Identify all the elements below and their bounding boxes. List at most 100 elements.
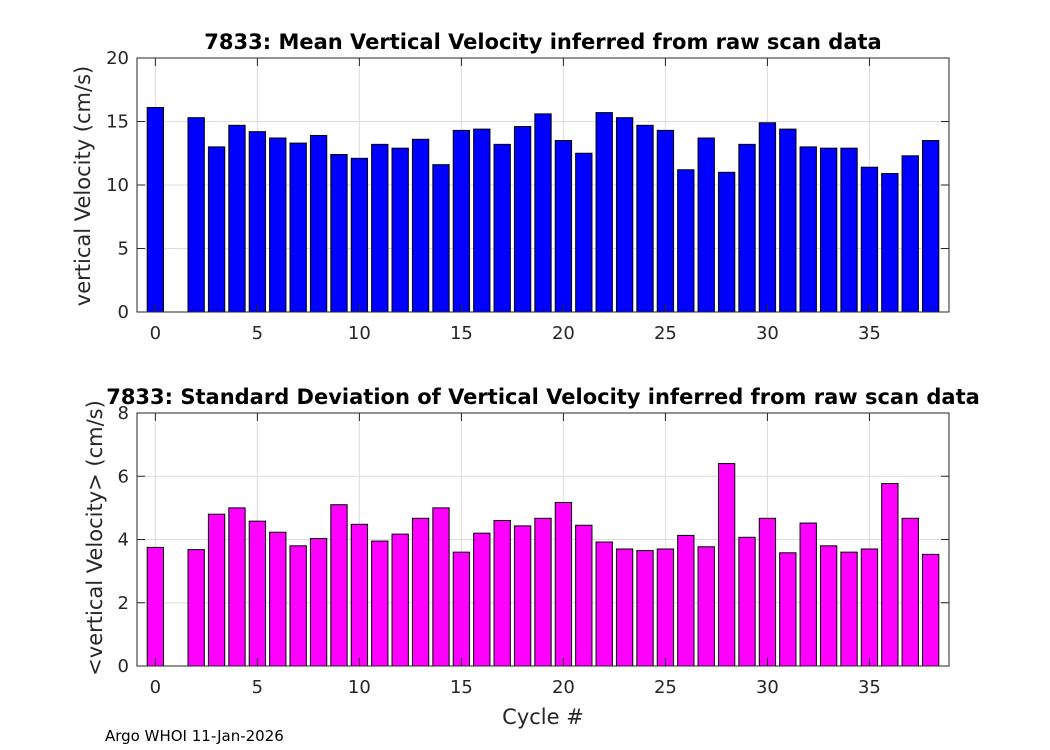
std-bar-cycle-21 <box>576 525 592 666</box>
std-bar-cycle-22 <box>596 542 612 666</box>
mean-bar-cycle-13 <box>412 139 428 312</box>
mean-bar-cycle-30 <box>759 123 775 312</box>
std-y-tick-label: 6 <box>118 466 129 487</box>
std-x-tick-label: 5 <box>252 677 263 698</box>
mean-bar-cycle-18 <box>514 127 530 312</box>
std-y-tick-label: 8 <box>118 403 129 424</box>
mean-bar-cycle-9 <box>331 155 347 312</box>
mean-velocity-ylabel: vertical Velocity (cm/s) <box>71 66 95 306</box>
mean-bar-cycle-31 <box>780 129 796 312</box>
mean-y-tick-label: 15 <box>106 112 129 133</box>
std-bar-cycle-27 <box>698 547 714 666</box>
mean-bar-cycle-33 <box>820 148 836 312</box>
std-x-tick-label: 10 <box>348 677 371 698</box>
std-bar-cycle-35 <box>861 549 877 666</box>
mean-bar-cycle-27 <box>698 138 714 312</box>
figure: 7833: Mean Vertical Velocity inferred fr… <box>0 0 1050 750</box>
std-bar-cycle-30 <box>759 518 775 666</box>
std-bar-cycle-14 <box>433 508 449 666</box>
std-bar-cycle-19 <box>535 518 551 666</box>
std-x-tick-label: 25 <box>654 677 677 698</box>
mean-bar-cycle-0 <box>147 108 163 312</box>
std-bar-cycle-32 <box>800 523 816 666</box>
mean-bar-cycle-14 <box>433 165 449 312</box>
mean-bar-cycle-37 <box>902 156 918 312</box>
std-velocity-xlabel: Cycle # <box>502 705 584 729</box>
mean-bar-cycle-21 <box>576 153 592 312</box>
mean-x-tick-label: 0 <box>150 323 161 344</box>
std-bar-cycle-3 <box>208 514 224 666</box>
mean-velocity-title: 7833: Mean Vertical Velocity inferred fr… <box>204 30 881 54</box>
mean-bar-cycle-26 <box>678 170 694 312</box>
mean-bar-cycle-22 <box>596 113 612 312</box>
std-bar-cycle-15 <box>453 552 469 666</box>
mean-bar-cycle-2 <box>188 118 204 312</box>
std-bar-cycle-7 <box>290 546 306 666</box>
mean-bar-cycle-28 <box>718 172 734 312</box>
mean-bar-cycle-6 <box>270 138 286 312</box>
std-bar-cycle-12 <box>392 534 408 666</box>
mean-x-tick-label: 15 <box>450 323 473 344</box>
mean-velocity-panel: 7833: Mean Vertical Velocity inferred fr… <box>71 30 949 344</box>
mean-bar-cycle-10 <box>351 158 367 312</box>
std-bar-cycle-5 <box>249 521 265 666</box>
std-bar-cycle-38 <box>922 554 938 666</box>
mean-bar-cycle-23 <box>616 118 632 312</box>
std-bar-cycle-0 <box>147 547 163 666</box>
mean-bar-cycle-4 <box>229 125 245 312</box>
std-x-tick-label: 35 <box>858 677 881 698</box>
std-bar-cycle-20 <box>555 502 571 666</box>
std-bar-cycle-34 <box>841 552 857 666</box>
mean-bar-cycle-36 <box>882 174 898 312</box>
mean-bar-cycle-32 <box>800 147 816 312</box>
std-bar-cycle-31 <box>780 553 796 666</box>
mean-x-tick-label: 5 <box>252 323 263 344</box>
std-x-tick-label: 30 <box>756 677 779 698</box>
std-bar-cycle-8 <box>310 539 326 666</box>
mean-bar-cycle-17 <box>494 144 510 312</box>
std-velocity-ylabel: <vertical Velocity> (cm/s) <box>83 400 107 676</box>
std-y-tick-label: 0 <box>118 656 129 677</box>
std-bar-cycle-37 <box>902 518 918 666</box>
std-bar-cycle-28 <box>718 464 734 666</box>
std-bar-cycle-26 <box>678 535 694 666</box>
mean-bar-cycle-12 <box>392 148 408 312</box>
std-bar-cycle-36 <box>882 484 898 666</box>
mean-bar-cycle-5 <box>249 132 265 312</box>
std-bar-cycle-11 <box>372 541 388 666</box>
mean-bar-cycle-11 <box>372 144 388 312</box>
std-bar-cycle-33 <box>820 546 836 666</box>
mean-x-tick-label: 30 <box>756 323 779 344</box>
std-bar-cycle-29 <box>739 537 755 666</box>
std-y-tick-label: 2 <box>118 593 129 614</box>
mean-bar-cycle-7 <box>290 143 306 312</box>
std-bar-cycle-25 <box>657 549 673 666</box>
mean-bar-cycle-38 <box>922 141 938 312</box>
std-bar-cycle-2 <box>188 550 204 666</box>
std-bar-cycle-9 <box>331 505 347 666</box>
std-bar-cycle-13 <box>412 518 428 666</box>
mean-y-tick-label: 0 <box>118 302 129 323</box>
mean-bar-cycle-24 <box>637 125 653 312</box>
std-velocity-panel: 7833: Standard Deviation of Vertical Vel… <box>83 385 980 729</box>
mean-bar-cycle-3 <box>208 147 224 312</box>
mean-bar-cycle-34 <box>841 148 857 312</box>
mean-y-tick-label: 20 <box>106 48 129 69</box>
std-bar-cycle-23 <box>616 549 632 666</box>
mean-bar-cycle-8 <box>310 135 326 312</box>
std-bar-cycle-16 <box>474 533 490 666</box>
mean-bar-cycle-15 <box>453 130 469 312</box>
std-bar-cycle-6 <box>270 532 286 666</box>
std-bar-cycle-10 <box>351 524 367 666</box>
mean-bar-cycle-35 <box>861 167 877 312</box>
mean-x-tick-label: 20 <box>552 323 575 344</box>
std-bar-cycle-18 <box>514 526 530 666</box>
std-x-tick-label: 20 <box>552 677 575 698</box>
std-x-tick-label: 0 <box>150 677 161 698</box>
mean-x-tick-label: 25 <box>654 323 677 344</box>
mean-bar-cycle-16 <box>474 129 490 312</box>
mean-bar-cycle-29 <box>739 144 755 312</box>
std-bar-cycle-24 <box>637 551 653 666</box>
std-x-tick-label: 15 <box>450 677 473 698</box>
mean-bar-cycle-19 <box>535 114 551 312</box>
